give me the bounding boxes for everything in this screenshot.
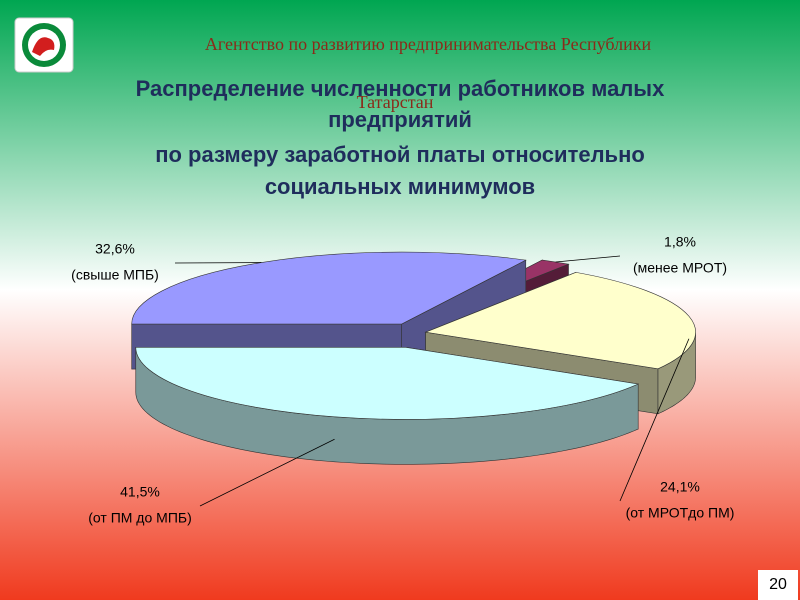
- category-label: (от ПМ до МПБ): [88, 510, 191, 526]
- agency-name: Агентство по развитию предпринимательств…: [205, 34, 652, 54]
- value-label: 41,5%: [120, 484, 160, 500]
- category-label: (свыше МПБ): [71, 267, 159, 283]
- slice-top: [135, 347, 640, 420]
- background-top: [0, 0, 800, 290]
- category-label: (менее МРОТ): [633, 260, 727, 276]
- leader-line: [619, 338, 690, 502]
- page-number: 20: [769, 576, 787, 593]
- chart-title: предприятий: [328, 107, 472, 132]
- value-label: 32,6%: [95, 241, 135, 257]
- chart-title: Распределение численности работников мал…: [136, 76, 665, 101]
- value-label: 1,8%: [664, 234, 696, 250]
- agency-name-line2: Татарстан: [357, 92, 434, 112]
- slice-top: [424, 272, 696, 370]
- leader-line: [555, 255, 621, 263]
- page-number-box: [758, 570, 798, 600]
- pie: [131, 251, 696, 465]
- chart-title: по размеру заработной платы относительно: [155, 142, 645, 167]
- logo: [14, 17, 74, 73]
- category-label: (от МРОТдо ПМ): [626, 505, 735, 521]
- slice: [135, 346, 640, 465]
- slice-top: [131, 251, 527, 325]
- chart-title: социальных минимумов: [265, 174, 535, 199]
- leader-line: [199, 438, 335, 507]
- value-label: 24,1%: [660, 479, 700, 495]
